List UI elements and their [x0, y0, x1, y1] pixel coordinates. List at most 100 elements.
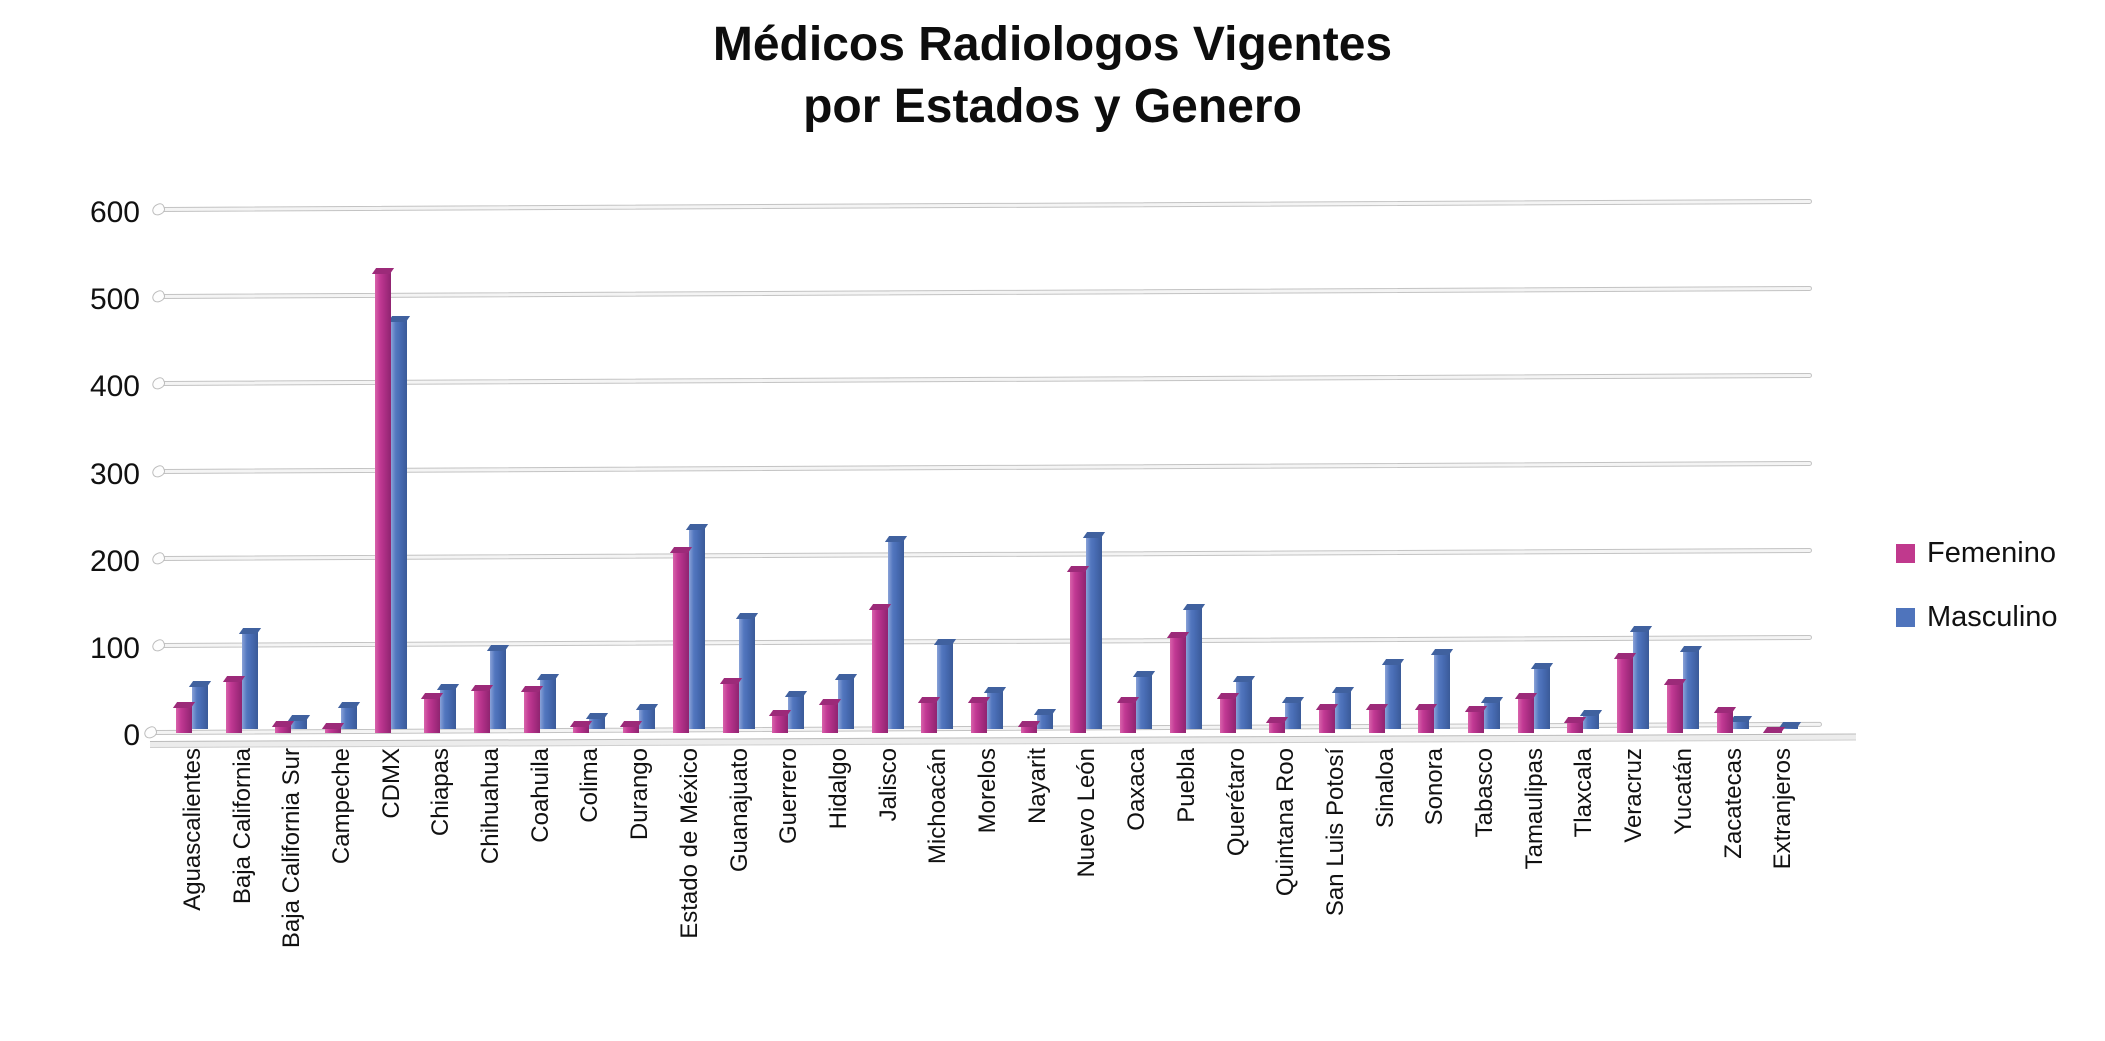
x-tick-label: Yucatán [1669, 748, 1697, 835]
bar-masculino-13 [837, 676, 854, 729]
bar-masculino-19 [1136, 674, 1153, 729]
bar-femenino-21 [1219, 696, 1236, 733]
bar-femenino-18 [1070, 569, 1087, 733]
bar-femenino-11 [722, 680, 739, 733]
x-tick-label: Quintana Roo [1272, 748, 1300, 897]
y-tick-label-400: 400 [89, 370, 140, 404]
legend-item-masculino: Masculino [1896, 600, 2058, 633]
bar-femenino-3 [324, 726, 341, 733]
bar-masculino-9 [639, 707, 656, 729]
bar-femenino-12 [772, 712, 789, 733]
bar-femenino-20 [1169, 634, 1186, 733]
bar-femenino-23 [1318, 706, 1335, 733]
bar-masculino-32 [1782, 724, 1799, 729]
x-tick-label: Hidalgo [824, 748, 852, 830]
bar-masculino-24 [1384, 661, 1401, 729]
y-tick-label-500: 500 [89, 283, 140, 317]
y-tick-label-100: 100 [89, 631, 140, 665]
bar-femenino-10 [672, 549, 689, 733]
bar-femenino-5 [424, 696, 441, 733]
chart-title: Médicos Radiologos Vigentes por Estados … [0, 14, 2105, 138]
bar-femenino-4 [374, 271, 391, 733]
bar-masculino-11 [738, 615, 755, 729]
x-tick-label: Chihuahua [477, 748, 505, 865]
bar-masculino-20 [1185, 606, 1202, 729]
x-tick-label: Tlaxcala [1570, 748, 1598, 838]
bar-masculino-6 [490, 647, 507, 729]
bar-femenino-16 [971, 699, 988, 733]
bar-masculino-28 [1583, 713, 1600, 729]
bar-femenino-15 [921, 699, 938, 733]
x-tick-label: Jalisco [874, 748, 902, 822]
bar-femenino-26 [1468, 708, 1485, 733]
bar-femenino-6 [474, 687, 491, 733]
bar-masculino-10 [688, 526, 705, 729]
bar-femenino-1 [225, 678, 242, 733]
bar-masculino-7 [539, 676, 556, 729]
x-tick-label: Nayarit [1023, 748, 1051, 825]
x-tick-label: Oaxaca [1123, 748, 1151, 831]
bar-masculino-21 [1235, 679, 1252, 729]
x-tick-label: Estado de México [675, 748, 703, 939]
bar-masculino-14 [887, 538, 904, 729]
bar-femenino-30 [1666, 682, 1683, 733]
x-tick-label: Durango [626, 748, 654, 841]
x-tick-label: Campeche [327, 748, 355, 865]
bar-femenino-27 [1517, 696, 1534, 733]
bar-masculino-22 [1285, 700, 1302, 729]
y-tick-label-0: 0 [123, 719, 140, 752]
bar-femenino-32 [1766, 729, 1783, 733]
bar-femenino-29 [1617, 656, 1634, 733]
x-tick-label: Zacatecas [1719, 748, 1747, 859]
x-tick-label: Baja California Sur [278, 748, 306, 949]
x-tick-label: Morelos [974, 748, 1002, 834]
bar-femenino-19 [1120, 699, 1137, 733]
bar-femenino-17 [1020, 724, 1037, 733]
x-tick-label: Coahuila [526, 748, 554, 843]
bar-masculino-5 [440, 687, 457, 729]
x-tick-label: Guerrero [775, 748, 803, 845]
bar-masculino-8 [589, 715, 606, 729]
x-tick-label: Michoacán [924, 748, 952, 865]
legend-swatch-femenino [1896, 543, 1915, 563]
x-tick-label: Sonora [1421, 748, 1449, 826]
bar-masculino-4 [390, 319, 407, 729]
bar-masculino-15 [937, 641, 954, 729]
x-tick-label: Veracruz [1620, 748, 1648, 843]
bar-masculino-3 [340, 704, 357, 729]
x-tick-label: Extranjeros [1769, 748, 1797, 870]
bar-femenino-31 [1716, 710, 1733, 733]
bar-masculino-26 [1484, 700, 1501, 729]
legend-item-femenino: Femenino [1896, 537, 2058, 569]
x-tick-label: Guanajuato [725, 748, 753, 873]
bar-masculino-17 [1036, 711, 1053, 729]
bar-femenino-2 [275, 724, 292, 733]
x-tick-label: Puebla [1172, 748, 1200, 823]
x-tick-label: Nuevo León [1073, 748, 1101, 878]
bar-femenino-24 [1368, 706, 1385, 733]
x-tick-label: Aguascalientes [178, 748, 206, 911]
chart-title-line1: Médicos Radiologos Vigentes [712, 18, 1393, 71]
bar-femenino-7 [523, 689, 540, 733]
bar-masculino-0 [191, 683, 208, 729]
bar-masculino-29 [1633, 628, 1650, 729]
bar-femenino-22 [1269, 719, 1286, 733]
y-tick-label-600: 600 [89, 196, 140, 229]
x-tick-label: CDMX [377, 748, 405, 819]
bar-femenino-28 [1567, 719, 1584, 733]
bar-femenino-25 [1418, 706, 1435, 733]
x-tick-label: Baja California [228, 748, 256, 905]
x-tick-label: Chiapas [427, 748, 455, 837]
bar-masculino-18 [1086, 535, 1103, 729]
legend-label: Masculino [1927, 600, 2058, 633]
bar-femenino-8 [573, 724, 590, 733]
x-tick-label: San Luis Potosí [1321, 748, 1349, 917]
bar-femenino-0 [175, 705, 192, 733]
x-tick-label: Tabasco [1471, 748, 1499, 838]
bar-masculino-1 [241, 631, 258, 729]
bar-masculino-16 [987, 689, 1004, 729]
